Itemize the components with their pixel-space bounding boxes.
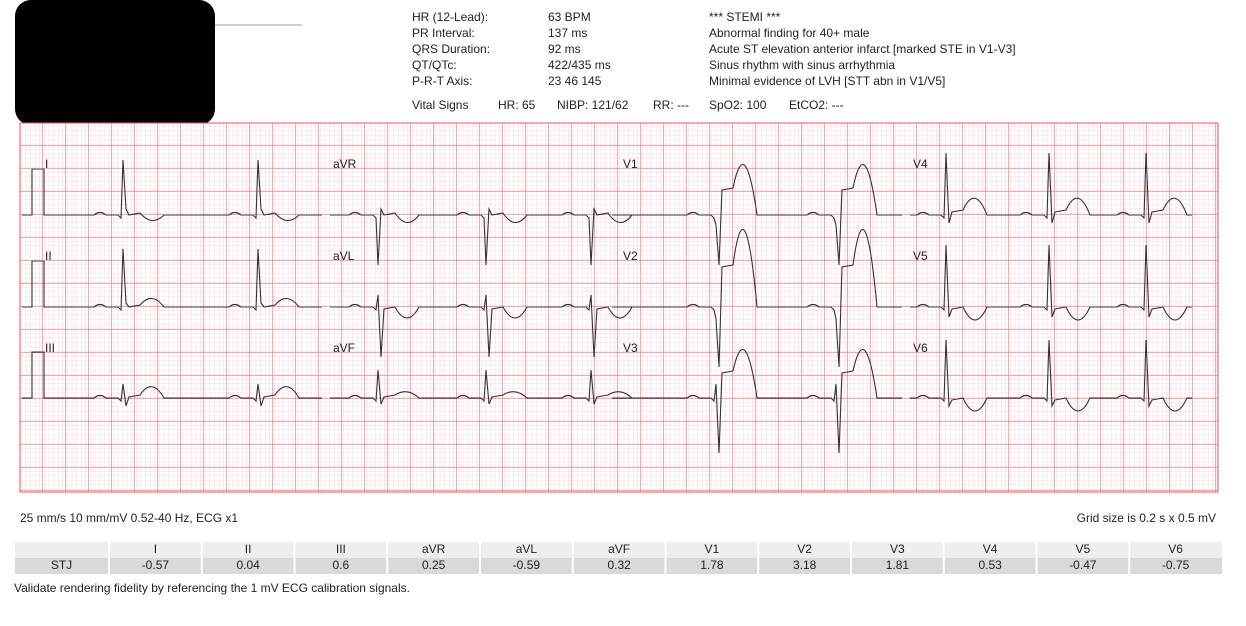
col-header: V6 [1168, 542, 1183, 556]
measure-value: 422/435 ms [548, 58, 611, 72]
vitals-label: Vital Signs [412, 98, 468, 112]
lead-label: I [45, 157, 48, 171]
stj-value: 0.6 [333, 558, 350, 572]
table-header-row [14, 542, 1222, 558]
col-header: V4 [983, 542, 998, 556]
measure-value: 137 ms [548, 26, 587, 40]
col-header: V5 [1076, 542, 1091, 556]
vital: NIBP: 121/62 [557, 98, 629, 112]
ecg-trace [910, 339, 1192, 412]
lead-label: V6 [913, 341, 928, 355]
redaction [15, 0, 215, 125]
lead-label: III [45, 341, 55, 355]
stj-table: STJ I -0.57 II 0.04 III 0.6 aVR 0.25 aVL -0.59 aVF 0… [13, 542, 1222, 574]
col-header: V3 [890, 542, 905, 556]
note: Validate rendering fidelity by referenci… [14, 581, 410, 595]
col-header: V2 [797, 542, 812, 556]
ecg-trace [330, 369, 634, 405]
lead-label: V5 [913, 249, 928, 263]
stj-value: -0.57 [142, 558, 170, 572]
col-header: aVL [516, 542, 538, 556]
ecg-trace [620, 349, 902, 454]
lead-label: aVL [333, 249, 355, 263]
measure-value: 92 ms [548, 42, 581, 56]
lead-label: V1 [623, 157, 638, 171]
finding: *** STEMI *** [709, 10, 781, 24]
vital: HR: 65 [498, 98, 536, 112]
lead-label: V4 [913, 157, 928, 171]
finding: Minimal evidence of LVH [STT abn in V1/V… [709, 74, 945, 88]
grid-note: Grid size is 0.2 s x 0.5 mV [1077, 511, 1216, 525]
measure-label: QRS Duration: [412, 42, 490, 56]
finding: Acute ST elevation anterior infarct [mar… [709, 42, 1016, 56]
ecg-trace [910, 244, 1192, 321]
measure-label: PR Interval: [412, 26, 475, 40]
measure-value: 63 BPM [548, 10, 591, 24]
labels: HR (12-Lead): 63 BPM PR Interval: 137 ms QRS… [45, 10, 1016, 355]
ecg-trace [22, 351, 322, 407]
measure-label: QT/QTc: [412, 58, 457, 72]
stj-value: 0.32 [607, 558, 631, 572]
stj-value: 3.18 [793, 558, 817, 572]
lead-label: aVF [333, 341, 355, 355]
vital: EtCO2: --- [789, 98, 844, 112]
stj-value: 1.78 [700, 558, 724, 572]
row-label: STJ [51, 558, 72, 572]
finding: Abnormal finding for 40+ male [709, 26, 870, 40]
vital: SpO2: 100 [709, 98, 767, 112]
ecg-trace [330, 206, 634, 266]
stj-value: 0.04 [236, 558, 260, 572]
measure-label: HR (12-Lead): [412, 10, 488, 24]
measure-label: P-R-T Axis: [412, 74, 472, 88]
vital: RR: --- [653, 98, 689, 112]
stj-value: -0.75 [1162, 558, 1190, 572]
col-header: I [154, 542, 157, 556]
ecg-trace [910, 152, 1192, 224]
ecg-trace [22, 248, 322, 312]
stj-value: -0.59 [513, 558, 541, 572]
ecg-trace [22, 159, 322, 222]
stj-value: 1.81 [886, 558, 910, 572]
lead-label: V2 [623, 249, 638, 263]
table-data-row [14, 558, 1222, 574]
stj-value: 0.53 [978, 558, 1002, 572]
lead-label: aVR [333, 157, 357, 171]
ecg-trace [330, 294, 633, 358]
finding: Sinus rhythm with sinus arrhythmia [709, 58, 895, 72]
lead-label: II [45, 249, 52, 263]
lead-label: V3 [623, 341, 638, 355]
col-header: III [336, 542, 346, 556]
ecg-trace [620, 229, 902, 368]
col-header: aVR [422, 542, 446, 556]
traces [22, 152, 1192, 454]
col-header: aVF [608, 542, 630, 556]
stj-value: -0.47 [1069, 558, 1097, 572]
ecg-trace [620, 164, 902, 266]
strip-settings: 25 mm/s 10 mm/mV 0.52-40 Hz, ECG x1 [20, 511, 238, 525]
col-header: II [245, 542, 252, 556]
col-header: V1 [705, 542, 720, 556]
stj-value: 0.25 [422, 558, 446, 572]
measure-value: 23 46 145 [548, 74, 602, 88]
